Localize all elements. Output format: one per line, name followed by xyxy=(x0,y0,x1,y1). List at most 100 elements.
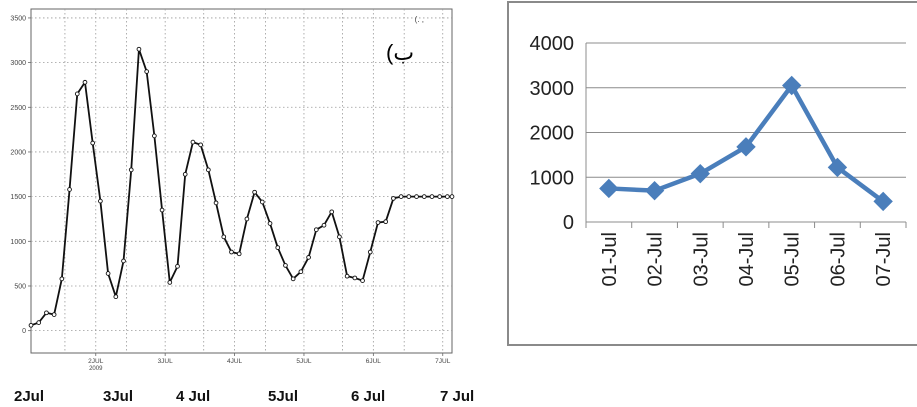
data-point xyxy=(51,312,57,317)
data-point xyxy=(283,263,288,268)
data-point xyxy=(329,209,335,215)
bottom-date-labels: 2Jul 3Jul 4 Jul 5Jul 6 Jul 7 Jul xyxy=(0,382,480,407)
x-tick-label: 4JUL xyxy=(227,358,243,365)
data-point xyxy=(113,294,119,300)
y-tick-label: 500 xyxy=(14,283,26,290)
data-point xyxy=(398,194,404,199)
x-tick-label: 06-Jul xyxy=(827,232,849,286)
x-tick-label: 2JUL xyxy=(88,358,104,365)
data-point xyxy=(105,271,111,276)
data-point xyxy=(205,167,211,173)
data-point xyxy=(98,198,103,204)
x-tick-label: 05-Jul xyxy=(782,232,804,286)
data-point xyxy=(298,269,304,275)
data-point xyxy=(213,200,219,206)
data-point xyxy=(236,251,242,257)
data-point xyxy=(414,194,419,199)
y-tick-label: 3000 xyxy=(530,78,575,100)
data-point xyxy=(159,207,165,213)
data-point xyxy=(36,320,42,325)
x-tick-label: 03-Jul xyxy=(690,232,712,286)
data-point xyxy=(198,142,203,148)
x-tick-label: 02-Jul xyxy=(645,232,667,286)
data-point xyxy=(152,133,157,139)
data-point xyxy=(267,221,273,226)
data-point xyxy=(690,163,710,184)
bottom-label: 5Jul xyxy=(268,388,299,405)
data-point xyxy=(290,276,296,282)
data-point xyxy=(44,310,49,316)
y-tick-label: 4000 xyxy=(530,33,575,55)
bottom-label: 3Jul xyxy=(103,388,134,405)
data-point xyxy=(306,255,311,260)
y-tick-label: 3000 xyxy=(10,60,26,67)
data-point xyxy=(383,219,389,225)
bottom-label: 2Jul xyxy=(14,388,45,405)
data-point xyxy=(421,194,427,199)
data-point xyxy=(252,189,257,195)
data-point xyxy=(121,258,126,264)
data-point xyxy=(375,220,381,225)
right-chart-panel: 0 1000 2000 3000 4000 01-Jul 02-Jul 03-Jul 04-Ju… xyxy=(506,0,917,348)
data-point xyxy=(175,263,180,269)
data-point xyxy=(782,75,802,96)
data-point xyxy=(337,234,342,240)
data-point xyxy=(167,280,173,285)
y-tick-label: 2500 xyxy=(10,105,26,112)
bottom-label: 6 Jul xyxy=(351,388,386,405)
data-point xyxy=(367,249,373,255)
corner-text: (. , xyxy=(415,15,424,24)
y-tick-label: 1000 xyxy=(10,239,26,246)
y-tick-label: 0 xyxy=(22,328,26,335)
data-point xyxy=(136,46,142,52)
data-point xyxy=(67,187,72,192)
data-point xyxy=(190,139,196,145)
x-tick-label: 7JUL xyxy=(435,358,451,365)
data-point xyxy=(344,273,350,279)
data-point xyxy=(406,194,412,199)
data-point xyxy=(352,275,358,281)
data-point xyxy=(873,191,893,212)
data-point xyxy=(275,245,281,250)
x-tick-sublabel: 2009 xyxy=(89,366,103,372)
x-tick-label: 01-Jul xyxy=(599,232,621,286)
data-point xyxy=(391,196,396,201)
data-point xyxy=(74,91,80,97)
x-tick-label: 6JUL xyxy=(366,358,382,365)
y-tick-label: 1500 xyxy=(10,194,26,201)
data-point xyxy=(182,171,188,177)
data-point xyxy=(28,322,34,328)
data-point xyxy=(90,140,96,146)
data-point xyxy=(128,167,134,173)
data-point xyxy=(827,157,848,178)
bottom-label: 7 Jul xyxy=(440,388,475,405)
left-chart-panel: 0 500 1000 1500 2000 2500 3000 3500 2JUL 2009 3JUL… xyxy=(0,0,460,380)
x-tick-label: 3JUL xyxy=(158,358,174,365)
bottom-label: 4 Jul xyxy=(176,388,211,405)
data-point xyxy=(437,194,443,199)
plot-frame xyxy=(30,8,453,354)
data-point xyxy=(221,234,227,240)
x-tick-label: 07-Jul xyxy=(873,232,895,286)
x-tick-label: 04-Jul xyxy=(736,232,758,286)
x-tick-label: 5JUL xyxy=(296,358,312,365)
data-point xyxy=(429,194,435,199)
y-tick-label: 0 xyxy=(563,212,574,234)
data-point xyxy=(144,69,150,74)
data-point xyxy=(644,180,665,201)
data-point xyxy=(82,79,88,85)
y-tick-label: 2000 xyxy=(10,149,26,156)
data-point xyxy=(313,227,319,233)
data-point xyxy=(244,216,250,222)
y-tick-label: 1000 xyxy=(530,167,575,189)
data-point xyxy=(449,194,455,199)
data-point xyxy=(445,194,450,199)
data-point xyxy=(259,199,265,205)
data-point xyxy=(599,178,619,199)
right-chart: 0 1000 2000 3000 4000 01-Jul 02-Jul 03-Jul 04-Ju… xyxy=(507,1,917,346)
data-point xyxy=(360,278,365,283)
data-point xyxy=(229,249,234,255)
y-tick-label: 2000 xyxy=(530,123,575,145)
data-point xyxy=(736,137,756,157)
